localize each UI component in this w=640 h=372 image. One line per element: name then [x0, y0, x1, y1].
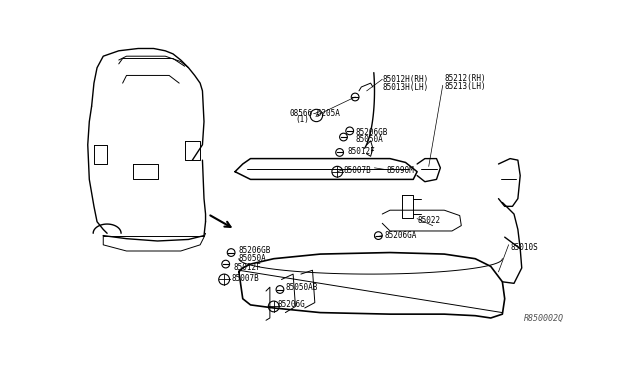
Text: 85090M: 85090M — [386, 166, 414, 175]
Text: S: S — [314, 112, 319, 118]
Text: 85213(LH): 85213(LH) — [444, 81, 486, 91]
Text: 85010S: 85010S — [510, 243, 538, 252]
Text: 85206GA: 85206GA — [385, 231, 417, 240]
Text: 85050A: 85050A — [355, 135, 383, 144]
Text: (1): (1) — [296, 115, 309, 125]
Text: 85050A: 85050A — [239, 254, 267, 263]
Text: 85013H(LH): 85013H(LH) — [382, 83, 429, 92]
Text: R850002Q: R850002Q — [524, 314, 564, 323]
Text: 85012F: 85012F — [348, 147, 375, 156]
Text: 08566-6205A: 08566-6205A — [289, 109, 340, 118]
Text: 85007B: 85007B — [231, 274, 259, 283]
Text: 85007B: 85007B — [344, 166, 371, 175]
Text: 85012H(RH): 85012H(RH) — [382, 76, 429, 84]
Text: 85206GB: 85206GB — [355, 128, 387, 137]
Text: 85022: 85022 — [417, 216, 440, 225]
Text: 85012F: 85012F — [234, 263, 261, 272]
Text: 85050AB: 85050AB — [285, 283, 317, 292]
Text: 85206G: 85206G — [278, 300, 305, 309]
Text: 85212(RH): 85212(RH) — [444, 74, 486, 83]
Text: 85206GB: 85206GB — [239, 246, 271, 256]
